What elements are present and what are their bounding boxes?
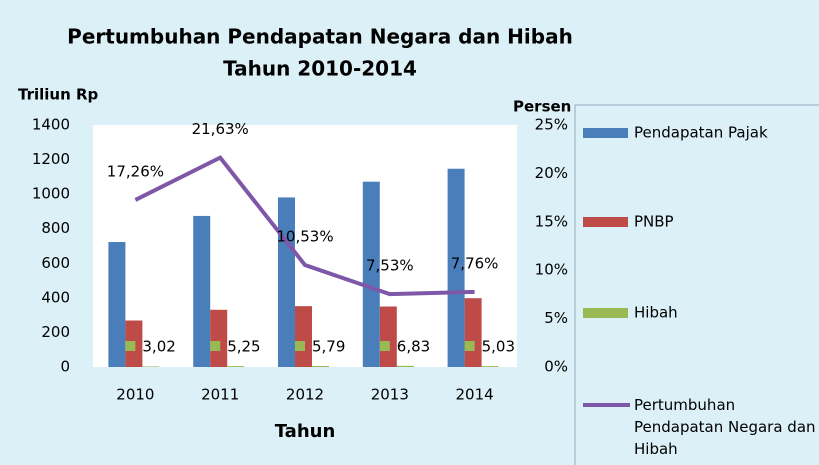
y2-tick-label: 15% [535, 212, 568, 230]
x-tick-label: 2014 [456, 386, 494, 404]
data-label: 10,53% [276, 228, 333, 246]
legend-label: PNBP [634, 213, 674, 231]
y2-tick-label: 10% [535, 261, 568, 279]
legend-swatch [583, 128, 628, 138]
legend-label: Pendapatan Pajak [634, 124, 768, 142]
y-tick-label: 1200 [32, 150, 70, 168]
data-label: 17,26% [107, 162, 164, 180]
x-axis-label: Tahun [275, 421, 336, 442]
bar [108, 242, 126, 367]
chart-subtitle: Tahun 2010-2014 [223, 57, 417, 81]
data-label: 7,53% [366, 257, 414, 275]
y-tick-label: 200 [41, 323, 70, 341]
bar [193, 215, 211, 367]
x-tick-label: 2012 [286, 386, 324, 404]
bar [227, 366, 245, 367]
data-label: 5,79 [312, 338, 345, 356]
data-label-key [464, 341, 475, 351]
y2-tick-label: 20% [535, 164, 568, 182]
bar [379, 306, 397, 367]
data-label-key [210, 341, 221, 351]
bar [447, 168, 465, 367]
line [134, 155, 475, 297]
data-label: 6,83 [397, 338, 430, 356]
x-tick-label: 2013 [371, 386, 409, 404]
bar [312, 365, 329, 367]
data-label-key [295, 341, 305, 351]
legend-label: Hibah [634, 304, 678, 322]
x-tick-label: 2010 [116, 386, 154, 404]
data-label-key [379, 341, 390, 351]
y-tick-label: 400 [41, 288, 70, 306]
y-tick-label: 800 [41, 219, 70, 237]
y2-tick-label: 25% [535, 116, 568, 134]
legend-swatch [583, 308, 628, 318]
y-tick-label: 0 [60, 358, 70, 376]
bar [362, 181, 380, 367]
y2-tick-label: 0% [544, 358, 568, 376]
y2-axis-label: Persen [513, 98, 571, 116]
y-tick-label: 1000 [32, 185, 70, 203]
data-label-key [125, 341, 136, 351]
chart-title: Pertumbuhan Pendapatan Negara dan Hibah [67, 25, 573, 49]
y2-tick-label: 5% [544, 309, 568, 327]
legend-swatch [583, 217, 628, 227]
data-label: 7,76% [451, 254, 499, 272]
bar [142, 366, 160, 367]
data-label: 5,25 [227, 338, 260, 356]
x-tick-label: 2011 [201, 386, 239, 404]
bar [295, 306, 312, 367]
bar [278, 197, 295, 367]
bar [210, 309, 228, 367]
bar [464, 298, 482, 367]
y-axis-label: Triliun Rp [18, 86, 99, 104]
bar [396, 365, 414, 367]
y-tick-label: 600 [41, 254, 70, 272]
data-label: 5,03 [482, 338, 515, 356]
bar [481, 366, 499, 367]
data-label: 21,63% [192, 120, 249, 138]
legend-label: Pertumbuhan Pendapatan Negara dan Hibah [634, 396, 816, 458]
data-label: 3,02 [142, 338, 175, 356]
y-tick-label: 1400 [32, 116, 70, 134]
